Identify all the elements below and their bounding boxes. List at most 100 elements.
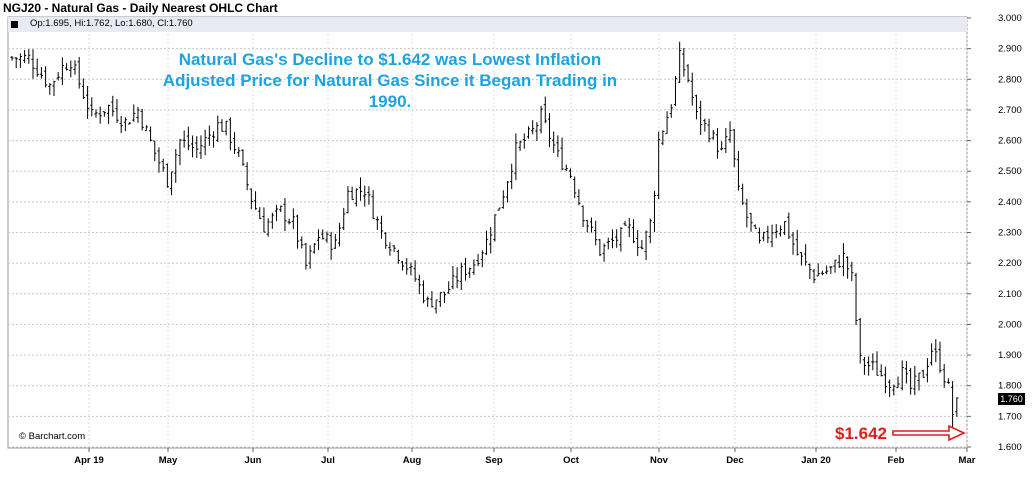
ohlc-bar bbox=[703, 118, 707, 132]
ohlc-bar bbox=[127, 122, 132, 125]
ohlc-bar bbox=[178, 138, 182, 166]
ohlc-bar bbox=[871, 353, 875, 371]
ohlc-bar bbox=[400, 260, 405, 271]
ohlc-bar bbox=[60, 57, 64, 86]
ohlc-bar bbox=[199, 135, 203, 159]
x-tick-label: Jun bbox=[245, 455, 262, 466]
ohlc-bar bbox=[451, 265, 455, 290]
y-tick-label: 2.400 bbox=[998, 197, 1022, 208]
ohlc-bar bbox=[312, 243, 316, 254]
x-tick-label: Dec bbox=[726, 455, 743, 466]
ohlc-bar bbox=[757, 227, 762, 244]
ohlc-bar bbox=[694, 94, 699, 120]
ohlc-bar bbox=[417, 274, 421, 295]
x-tick-label: Sep bbox=[485, 455, 503, 466]
ohlc-bar bbox=[774, 224, 778, 239]
x-tick-label: Mar bbox=[959, 455, 976, 466]
ohlc-bar bbox=[631, 219, 636, 244]
ohlc-bar bbox=[846, 256, 850, 279]
ohlc-bar bbox=[106, 104, 111, 124]
y-tick-label: 2.600 bbox=[998, 136, 1022, 147]
ohlc-bar bbox=[762, 231, 766, 242]
ohlc-bar bbox=[589, 217, 594, 233]
chart-title: NGJ20 - Natural Gas - Daily Nearest OHLC… bbox=[3, 1, 278, 15]
ohlc-bar bbox=[577, 189, 581, 206]
ohlc-bar bbox=[598, 239, 602, 257]
ohlc-bar bbox=[300, 236, 304, 249]
ohlc-bar bbox=[182, 130, 186, 148]
ohlc-bar bbox=[262, 207, 266, 233]
ohlc-bar bbox=[791, 232, 795, 255]
ohlc-bar bbox=[308, 245, 312, 269]
ohlc-bar bbox=[850, 261, 854, 282]
callout-arrow bbox=[892, 424, 966, 442]
last-price-badge: 1.760 bbox=[998, 393, 1025, 405]
ohlc-bar bbox=[833, 259, 837, 273]
ohlc-bar bbox=[938, 341, 942, 373]
ohlc-bar bbox=[438, 292, 442, 307]
ohlc-bar bbox=[917, 372, 921, 391]
ohlc-bar bbox=[304, 242, 308, 270]
ohlc-bar bbox=[795, 229, 799, 256]
ohlc-bar bbox=[951, 381, 955, 435]
ohlc-bar bbox=[434, 299, 438, 314]
ohlc-bar bbox=[627, 217, 631, 238]
ohlc-bar bbox=[812, 268, 816, 284]
y-tick-label: 2.000 bbox=[998, 319, 1022, 330]
ohlc-bar bbox=[640, 239, 644, 250]
x-tick-label: Feb bbox=[888, 455, 905, 466]
ohlc-bar bbox=[64, 63, 69, 71]
ohlc-bar bbox=[652, 190, 657, 233]
ohlc-bar bbox=[258, 207, 262, 220]
ohlc-bar bbox=[720, 141, 724, 151]
ohlc-bar bbox=[358, 177, 363, 201]
ohlc-bar bbox=[594, 220, 598, 246]
ohlc-bar bbox=[384, 232, 388, 249]
ohlc-bar bbox=[715, 127, 720, 159]
ohlc-bar bbox=[363, 185, 367, 207]
ohlc-bar bbox=[81, 78, 85, 100]
ohlc-bar bbox=[447, 281, 451, 294]
ohlc-bar bbox=[955, 397, 959, 417]
ohlc-bar bbox=[904, 361, 909, 384]
ohlc-bar bbox=[543, 96, 547, 124]
ohlc-bar bbox=[56, 72, 60, 81]
ohlc-bar bbox=[942, 364, 946, 388]
ohlc-bar bbox=[10, 56, 14, 61]
ohlc-bar bbox=[690, 72, 694, 106]
ohlc-bar bbox=[736, 150, 741, 191]
ohlc-bar bbox=[644, 230, 648, 261]
ohlc-bar bbox=[745, 198, 749, 228]
ohlc-bar bbox=[825, 265, 829, 275]
ohlc-bar bbox=[841, 243, 846, 277]
ohlc-bar bbox=[900, 360, 904, 391]
x-tick-label: Nov bbox=[650, 455, 669, 466]
ohlc-bar bbox=[606, 237, 610, 250]
ohlc-bar bbox=[619, 227, 623, 252]
ohlc-bar bbox=[270, 212, 274, 229]
ohlc-bar bbox=[888, 379, 892, 398]
ohlc-bar bbox=[329, 231, 333, 260]
ohlc-bar bbox=[749, 212, 753, 232]
ohlc-bar bbox=[686, 64, 690, 83]
ohlc-bar bbox=[115, 99, 119, 124]
ohlc-bar bbox=[862, 357, 867, 375]
legend-square-icon bbox=[11, 21, 18, 28]
y-tick-label: 1.800 bbox=[998, 381, 1022, 392]
ohlc-bar bbox=[623, 220, 627, 226]
ohlc-bar bbox=[111, 95, 115, 117]
x-tick-label: Aug bbox=[403, 455, 422, 466]
ohlc-bar bbox=[195, 136, 199, 158]
y-tick-label: 2.800 bbox=[998, 74, 1022, 85]
ohlc-bar bbox=[253, 191, 258, 210]
ohlc-bar bbox=[678, 41, 682, 83]
y-tick-label: 2.500 bbox=[998, 166, 1022, 177]
ohlc-bar bbox=[930, 343, 934, 366]
ohlc-bar bbox=[480, 250, 484, 268]
ohlc-bar bbox=[279, 205, 283, 213]
ohlc-bar bbox=[220, 119, 224, 132]
ohlc-bar bbox=[573, 176, 577, 199]
ohlc-bar bbox=[207, 125, 211, 146]
ohlc-header: Op:1.695, Hi:1.762, Lo:1.680, Cl:1.760 bbox=[8, 17, 967, 32]
